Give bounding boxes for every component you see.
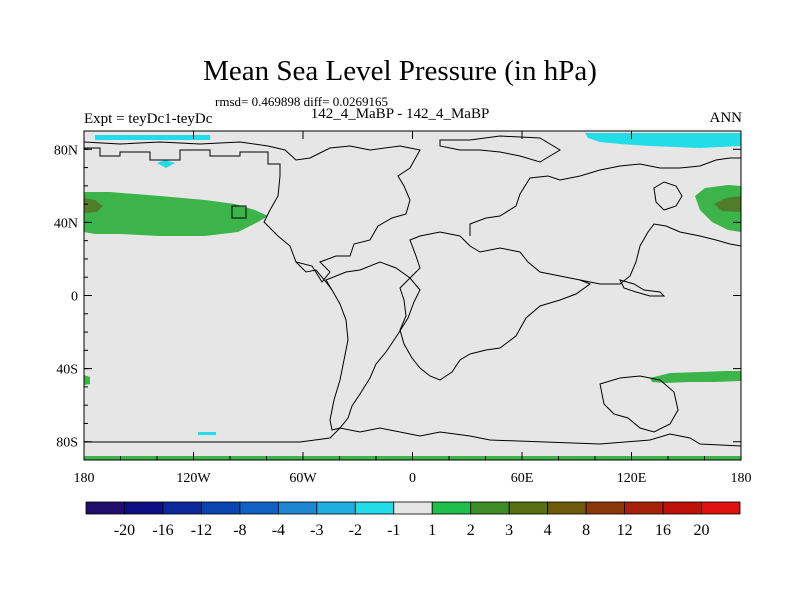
colorbar-label: 4: [544, 522, 552, 539]
colorbar-label: -16: [152, 522, 173, 539]
colorbar-swatch: [239, 501, 279, 515]
colorbar-swatch: [393, 501, 433, 515]
colorbar-label: 16: [655, 522, 671, 539]
coast-antarctica: [84, 427, 742, 447]
map-background: [84, 131, 741, 460]
colorbar-label: -3: [310, 522, 323, 539]
colorbar-swatch: [547, 501, 587, 515]
coast-south-america: [325, 261, 421, 431]
lat-tick-label: 40N: [54, 216, 78, 231]
period-label: 142_4_MaBP - 142_4_MaBP: [310, 106, 490, 122]
lon-tick-label: 120E: [617, 471, 647, 486]
lon-tick-label: 180: [74, 471, 95, 486]
lat-tick-label: 0: [71, 290, 78, 305]
anomaly-arctic-blob: [157, 160, 175, 168]
colorbar-swatch: [701, 501, 741, 515]
colorbar-label: 20: [694, 522, 710, 539]
colorbar-swatch: [624, 501, 664, 515]
stats-label: rmsd= 0.469898 diff= 0.0269165: [215, 94, 388, 109]
coast-central-america: [295, 261, 333, 291]
anomaly-south-pacific: [650, 371, 741, 383]
lon-tick-label: 0: [409, 471, 416, 486]
anomaly-north-pacific-east-core: [714, 196, 741, 212]
colorbar: -20 -16 -12 -8 -4 -3 -2 -1 1 2 3 4 8 12 16 20: [85, 501, 741, 539]
coast-australia: [599, 375, 679, 433]
lon-tick-label: 180: [731, 471, 752, 486]
anomaly-fills: [84, 133, 741, 460]
coast-greenland: [439, 135, 561, 163]
colorbar-swatch: [585, 501, 625, 515]
lon-tick-label: 60W: [289, 471, 317, 486]
lat-tick-label: 80N: [54, 143, 78, 158]
colorbar-label: -4: [272, 522, 285, 539]
coast-north-america: [83, 141, 421, 283]
colorbar-swatch: [431, 501, 472, 515]
anomaly-north-pacific-east: [695, 185, 741, 232]
colorbar-swatch: [277, 501, 318, 515]
anomaly-north-pacific-west: [84, 192, 268, 236]
colorbar-swatch: [162, 501, 202, 515]
lon-tick-label: 120W: [176, 471, 211, 486]
latitude-axis: 80N 40N 0 40S 80S: [54, 143, 741, 451]
lat-tick-label: 80S: [56, 436, 78, 451]
lon-tick-label: 60E: [511, 471, 534, 486]
colorbar-swatch: [201, 501, 241, 515]
colorbar-swatch: [662, 501, 702, 515]
coast-islands-east: [653, 181, 683, 211]
colorbar-swatch: [85, 501, 125, 515]
colorbar-label: 2: [467, 522, 475, 539]
anomaly-arctic-dots: [95, 135, 210, 140]
colorbar-label: -12: [191, 522, 212, 539]
lat-tick-label: 40S: [56, 363, 78, 378]
season-label: ANN: [709, 110, 743, 126]
coast-europe-africa: [399, 231, 592, 381]
colorbar-swatch: [124, 501, 164, 515]
colorbar-label: -8: [233, 522, 246, 539]
colorbar-label: -2: [349, 522, 362, 539]
coast-pacific-islet: [231, 205, 247, 219]
colorbar-swatch: [316, 501, 356, 515]
coastlines: [83, 135, 742, 447]
colorbar-label: 12: [617, 522, 633, 539]
colorbar-swatch: [470, 501, 510, 515]
map-title: Mean Sea Level Pressure (in hPa): [203, 55, 597, 87]
longitude-axis: 180 120W 60W 0 60E 120E 180: [74, 131, 752, 486]
colorbar-label: 1: [428, 522, 436, 539]
experiment-label: Expt = teyDc1-teyDc: [84, 111, 213, 127]
anomaly-antarctic-dots: [198, 432, 216, 435]
anomaly-north-pacific-west-core: [84, 198, 103, 213]
colorbar-label: 3: [505, 522, 513, 539]
colorbar-swatch: [354, 501, 395, 515]
colorbar-label: 8: [582, 522, 590, 539]
colorbar-label: -1: [387, 522, 400, 539]
anomaly-south-left: [84, 375, 90, 385]
colorbar-label: -20: [114, 522, 135, 539]
anomaly-arctic-right: [585, 133, 741, 148]
colorbar-swatch: [508, 501, 549, 515]
coast-maritime: [619, 279, 666, 297]
